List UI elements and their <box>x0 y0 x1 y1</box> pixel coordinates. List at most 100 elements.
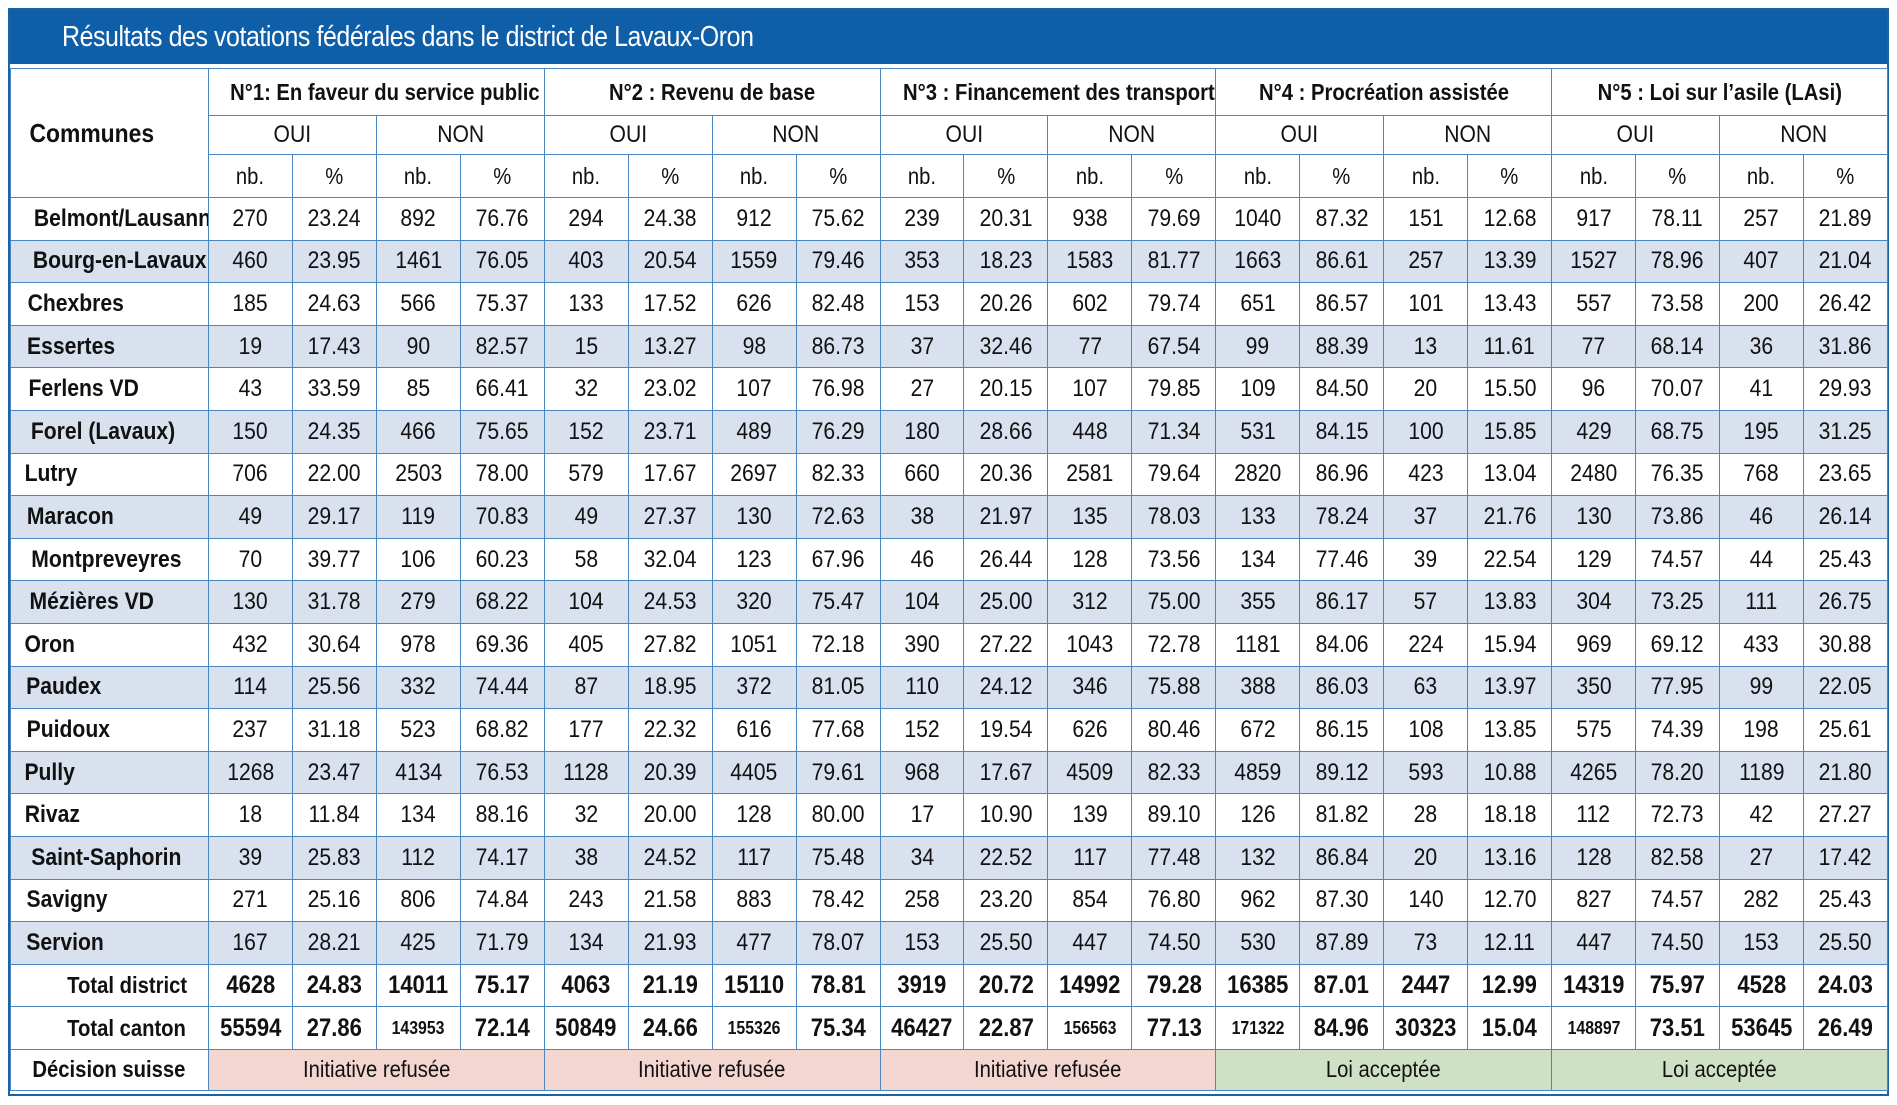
total-cell-text: 46427 <box>891 1013 953 1042</box>
table-cell-text: 1189 <box>1738 758 1785 786</box>
table-cell-text: 72.63 <box>811 502 865 530</box>
total-cell: 55594 <box>208 1006 293 1050</box>
total-cell-text: 143953 <box>391 1017 445 1038</box>
table-cell: 109 <box>1215 367 1301 411</box>
communes-header-text: Communes <box>29 117 155 148</box>
table-cell: 2820 <box>1215 452 1301 497</box>
table-cell: 557 <box>1551 282 1637 326</box>
table-cell-text: 86.61 <box>1315 247 1369 275</box>
oui-header-text: OUI <box>609 121 647 148</box>
table-cell-text: 128 <box>1072 545 1108 573</box>
total-cell-text: 14992 <box>1059 970 1121 999</box>
decision-result-5-text: Loi acceptée <box>1662 1056 1777 1083</box>
table-cell: 11.84 <box>291 793 377 837</box>
table-cell-text: 99 <box>1246 332 1270 360</box>
table-cell: 87.89 <box>1299 921 1385 965</box>
table-cell: 425 <box>375 921 461 965</box>
table-cell-text: 25.83 <box>307 843 361 871</box>
table-cell: 167 <box>208 921 293 965</box>
table-cell: 80.46 <box>1131 708 1217 752</box>
table-cell-text: 2581 <box>1066 460 1114 488</box>
table-cell-text: 28.66 <box>979 417 1033 445</box>
total-cell: 53645 <box>1718 1006 1804 1050</box>
table-cell-text: 1559 <box>730 247 778 275</box>
table-cell: 1583 <box>1047 239 1133 284</box>
table-cell-text: 177 <box>568 715 604 743</box>
pct-header: % <box>459 154 545 198</box>
decision-result-3-text: Initiative refusée <box>974 1056 1122 1083</box>
table-cell: 10.90 <box>963 793 1049 837</box>
table-cell-text: 350 <box>1575 673 1612 701</box>
table-cell: 12.68 <box>1467 197 1553 241</box>
table-cell: 477 <box>711 921 797 965</box>
table-cell-text: 71.34 <box>1147 417 1201 445</box>
table-cell-text: 28.21 <box>307 928 361 956</box>
table-cell: 198 <box>1718 708 1804 752</box>
decision-row: Décision suisse Initiative refusée Initiat… <box>10 1048 1888 1091</box>
table-cell-text: 68.14 <box>1651 332 1704 360</box>
table-cell: 530 <box>1215 921 1301 965</box>
table-cell-text: 353 <box>904 247 940 275</box>
table-cell: 43 <box>208 367 293 411</box>
table-cell: 134 <box>375 793 461 837</box>
table-cell: 489 <box>711 409 797 454</box>
table-cell: 99 <box>1215 324 1301 369</box>
non-header-text: NON <box>1108 121 1156 148</box>
table-cell-text: 107 <box>1072 375 1108 403</box>
table-cell: 119 <box>375 495 461 539</box>
table-cell-text: 616 <box>736 715 772 743</box>
table-cell: 88.39 <box>1299 324 1385 369</box>
table-cell-text: 132 <box>1240 843 1276 871</box>
table-cell: 110 <box>879 665 965 710</box>
table-cell-text: 70 <box>238 545 263 573</box>
table-cell-text: 38 <box>574 843 598 871</box>
table-cell-text: 602 <box>1072 289 1108 317</box>
table-cell: 10.88 <box>1467 750 1553 795</box>
table-cell: 82.33 <box>795 452 881 497</box>
table-cell-text: 530 <box>1240 928 1276 956</box>
table-cell-text: 130 <box>1575 502 1612 530</box>
table-cell-text: 13.04 <box>1483 460 1537 488</box>
table-cell-text: 25.00 <box>979 588 1033 616</box>
table-cell: 75.65 <box>459 409 545 454</box>
table-cell: 49 <box>543 495 629 539</box>
total-cell: 75.97 <box>1635 963 1720 1008</box>
table-cell: 78.24 <box>1299 495 1385 539</box>
table-cell: 294 <box>543 197 629 241</box>
table-cell: 20.39 <box>627 750 713 795</box>
table-cell: 25.43 <box>1802 537 1888 582</box>
table-row: Montpreveyres 70 39.77 106 60.23 58 32.04 123 67… <box>10 537 1888 582</box>
table-cell: 195 <box>1718 409 1804 454</box>
table-row: Maracon 49 29.17 119 70.83 49 27.37 130 72.63 38 2… <box>10 495 1888 539</box>
table-cell: 86.17 <box>1299 580 1385 624</box>
table-cell-text: 153 <box>904 289 940 317</box>
table-cell-text: 75.48 <box>811 843 865 871</box>
total-cell: 15110 <box>711 963 797 1008</box>
nb-header-text: nb. <box>907 162 937 189</box>
total-cell: 4628 <box>208 963 293 1008</box>
table-cell: 75.00 <box>1131 580 1217 624</box>
table-cell: 279 <box>375 580 461 624</box>
table-cell: 74.50 <box>1131 921 1217 965</box>
table-cell-text: 46 <box>1749 502 1774 530</box>
table-cell-text: 150 <box>232 417 269 445</box>
table-cell: 76.29 <box>795 409 881 454</box>
table-cell-text: 320 <box>736 588 772 616</box>
results-frame: Résultats des votations fédérales dans l… <box>8 8 1889 1096</box>
table-cell: 76.53 <box>459 750 545 795</box>
table-cell: 353 <box>879 239 965 284</box>
total-cell-text: 75.17 <box>474 970 530 999</box>
table-cell: 153 <box>879 921 965 965</box>
table-cell: 70.83 <box>459 495 545 539</box>
table-cell: 185 <box>208 282 293 326</box>
table-cell-text: 425 <box>400 928 436 956</box>
table-cell-text: 27.37 <box>643 502 697 530</box>
table-cell-text: 17 <box>910 801 934 829</box>
table-cell-text: 15.50 <box>1483 375 1537 403</box>
table-cell: 78.96 <box>1635 239 1720 284</box>
total-cell-text: 26.49 <box>1817 1013 1873 1042</box>
table-cell-text: 37 <box>910 332 934 360</box>
table-cell: 37 <box>1383 495 1469 539</box>
total-label: Total canton <box>10 1006 209 1050</box>
table-cell-text: 79.64 <box>1147 460 1201 488</box>
